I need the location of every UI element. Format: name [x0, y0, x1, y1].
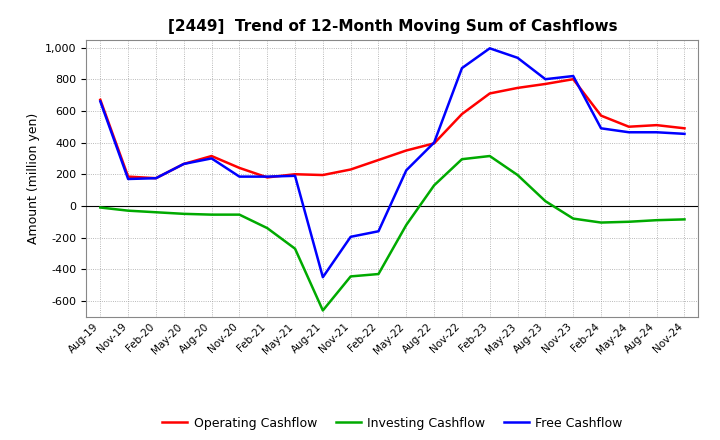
Line: Operating Cashflow: Operating Cashflow — [100, 79, 685, 178]
Operating Cashflow — [374, 158, 383, 163]
Investing Cashflow — [96, 205, 104, 210]
Investing Cashflow — [569, 216, 577, 221]
Investing Cashflow — [318, 308, 327, 313]
Operating Cashflow — [402, 148, 410, 153]
Title: [2449]  Trend of 12-Month Moving Sum of Cashflows: [2449] Trend of 12-Month Moving Sum of C… — [168, 19, 617, 34]
Operating Cashflow — [458, 111, 467, 117]
Investing Cashflow — [263, 225, 271, 231]
Free Cashflow — [402, 168, 410, 173]
Investing Cashflow — [680, 217, 689, 222]
Investing Cashflow — [513, 172, 522, 178]
Operating Cashflow — [569, 77, 577, 82]
Free Cashflow — [597, 126, 606, 131]
Operating Cashflow — [291, 172, 300, 177]
Free Cashflow — [680, 131, 689, 136]
Operating Cashflow — [680, 126, 689, 131]
Free Cashflow — [235, 174, 243, 179]
Investing Cashflow — [291, 246, 300, 251]
Operating Cashflow — [152, 176, 161, 181]
Investing Cashflow — [458, 157, 467, 162]
Free Cashflow — [569, 73, 577, 79]
Line: Free Cashflow: Free Cashflow — [100, 48, 685, 277]
Operating Cashflow — [346, 167, 355, 172]
Operating Cashflow — [207, 154, 216, 159]
Free Cashflow — [458, 66, 467, 71]
Investing Cashflow — [346, 274, 355, 279]
Free Cashflow — [374, 229, 383, 234]
Investing Cashflow — [402, 222, 410, 227]
Investing Cashflow — [207, 212, 216, 217]
Operating Cashflow — [485, 91, 494, 96]
Free Cashflow — [430, 140, 438, 145]
Investing Cashflow — [124, 208, 132, 213]
Line: Investing Cashflow: Investing Cashflow — [100, 156, 685, 311]
Legend: Operating Cashflow, Investing Cashflow, Free Cashflow: Operating Cashflow, Investing Cashflow, … — [158, 412, 627, 435]
Investing Cashflow — [597, 220, 606, 225]
Free Cashflow — [291, 173, 300, 179]
Operating Cashflow — [624, 124, 633, 129]
Investing Cashflow — [652, 217, 661, 223]
Free Cashflow — [541, 77, 550, 82]
Operating Cashflow — [263, 175, 271, 180]
Free Cashflow — [652, 130, 661, 135]
Operating Cashflow — [652, 122, 661, 128]
Free Cashflow — [152, 176, 161, 181]
Free Cashflow — [179, 161, 188, 167]
Free Cashflow — [207, 156, 216, 161]
Investing Cashflow — [374, 271, 383, 277]
Operating Cashflow — [597, 113, 606, 118]
Investing Cashflow — [624, 219, 633, 224]
Investing Cashflow — [179, 211, 188, 216]
Operating Cashflow — [318, 172, 327, 178]
Investing Cashflow — [541, 198, 550, 204]
Operating Cashflow — [179, 161, 188, 167]
Free Cashflow — [124, 176, 132, 182]
Operating Cashflow — [96, 97, 104, 103]
Free Cashflow — [263, 174, 271, 179]
Free Cashflow — [96, 99, 104, 104]
Free Cashflow — [346, 234, 355, 239]
Operating Cashflow — [513, 85, 522, 91]
Investing Cashflow — [430, 183, 438, 188]
Y-axis label: Amount (million yen): Amount (million yen) — [27, 113, 40, 244]
Investing Cashflow — [152, 209, 161, 215]
Free Cashflow — [485, 46, 494, 51]
Operating Cashflow — [430, 141, 438, 146]
Free Cashflow — [624, 130, 633, 135]
Operating Cashflow — [541, 81, 550, 87]
Investing Cashflow — [235, 212, 243, 217]
Operating Cashflow — [124, 174, 132, 179]
Investing Cashflow — [485, 154, 494, 159]
Operating Cashflow — [235, 165, 243, 171]
Free Cashflow — [318, 275, 327, 280]
Free Cashflow — [513, 55, 522, 60]
